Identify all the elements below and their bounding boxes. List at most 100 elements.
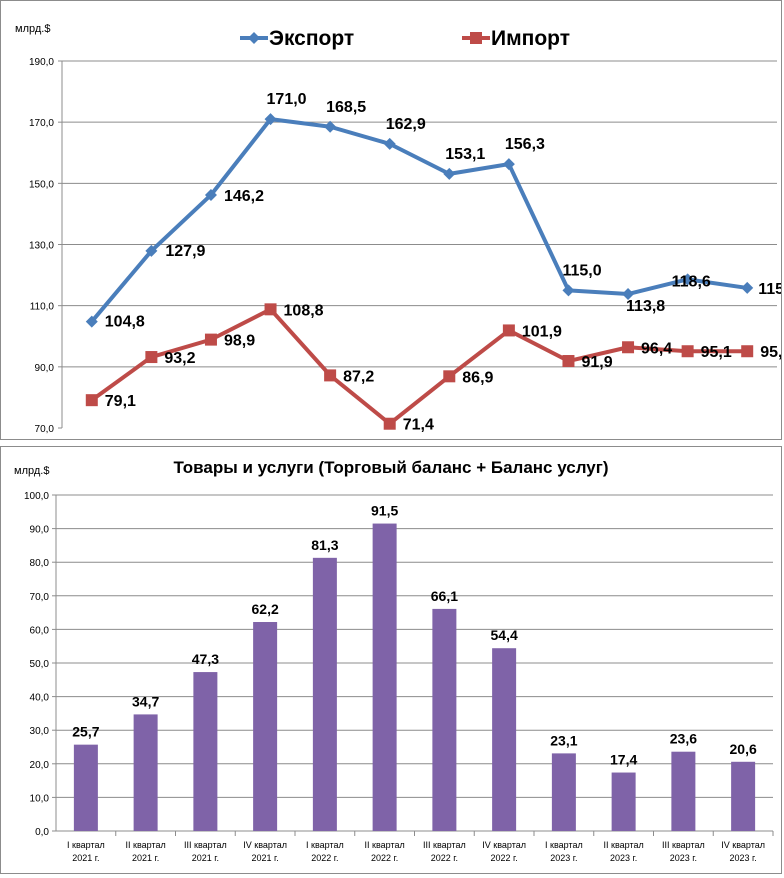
export-data-label: 115,0 bbox=[562, 262, 601, 279]
bar bbox=[253, 622, 278, 831]
y-tick-label: 10,0 bbox=[30, 793, 50, 804]
x-category-label-year: 2021 г. bbox=[72, 853, 99, 863]
x-category-label-year: 2022 г. bbox=[431, 853, 458, 863]
y-tick-label: 100,0 bbox=[24, 491, 49, 502]
x-category-label-year: 2022 г. bbox=[371, 853, 398, 863]
bar-data-label: 25,7 bbox=[72, 724, 99, 740]
bar bbox=[312, 557, 337, 831]
bar-chart-svg: Товары и услуги (Торговый баланс + Балан… bbox=[14, 458, 774, 863]
y-tick-label: 170,0 bbox=[29, 118, 54, 129]
bar bbox=[671, 751, 696, 831]
import-point bbox=[562, 355, 575, 368]
x-category-label-quarter: III квартал bbox=[184, 840, 227, 850]
import-point bbox=[204, 333, 217, 346]
x-category-label-quarter: III квартал bbox=[662, 840, 705, 850]
export-point bbox=[264, 113, 277, 126]
y-tick-label: 30,0 bbox=[30, 726, 50, 737]
export-data-label: 127,9 bbox=[165, 243, 205, 260]
x-category-label-year: 2023 г. bbox=[550, 853, 577, 863]
bar-data-label: 23,6 bbox=[670, 731, 697, 747]
goods-services-bar-chart: Товары и услуги (Торговый баланс + Балан… bbox=[0, 446, 782, 874]
bar-data-label: 23,1 bbox=[550, 732, 577, 748]
export-point bbox=[85, 315, 98, 328]
import-data-label: 87,2 bbox=[343, 368, 374, 385]
import-point bbox=[681, 345, 694, 358]
export-point bbox=[324, 120, 337, 133]
import-point bbox=[502, 324, 515, 337]
import-data-label: 95,1 bbox=[701, 344, 732, 361]
export-data-label: 162,9 bbox=[386, 116, 426, 133]
export-data-label: 115,8 bbox=[758, 281, 781, 298]
y-tick-label: 20,0 bbox=[30, 760, 50, 771]
legend-marker-diamond bbox=[248, 32, 260, 44]
import-data-label: 98,9 bbox=[224, 333, 255, 350]
line-chart-svg: млрд.$ 190,0 170,0 150,0 130,0 110,0 90,0 70,0 Э… bbox=[15, 23, 784, 435]
bar bbox=[611, 772, 636, 831]
bar-data-label: 54,4 bbox=[491, 627, 518, 643]
series-line-import bbox=[90, 307, 748, 426]
export-data-label: 171,0 bbox=[267, 91, 307, 108]
bar-data-label: 47,3 bbox=[192, 651, 219, 667]
y-tick-label: 80,0 bbox=[30, 558, 50, 569]
x-category-label-quarter: I квартал bbox=[306, 840, 344, 850]
x-category-label-year: 2021 г. bbox=[252, 853, 279, 863]
x-category-label-quarter: IV квартал bbox=[721, 840, 765, 850]
y-tick-label: 70,0 bbox=[35, 424, 55, 435]
export-point bbox=[383, 137, 396, 150]
import-point bbox=[383, 417, 396, 430]
x-category-label-quarter: I квартал bbox=[545, 840, 583, 850]
export-data-label: 104,8 bbox=[105, 314, 145, 331]
bar bbox=[492, 648, 517, 831]
x-category-label-year: 2021 г. bbox=[132, 853, 159, 863]
x-category-label-quarter: IV квартал bbox=[482, 840, 526, 850]
x-category-label-year: 2023 г. bbox=[730, 853, 757, 863]
chart-title: Товары и услуги (Торговый баланс + Балан… bbox=[173, 458, 608, 477]
series-line-export bbox=[90, 117, 748, 323]
x-category-label-year: 2021 г. bbox=[192, 853, 219, 863]
import-data-label: 96,4 bbox=[641, 340, 672, 357]
y-tick-label: 40,0 bbox=[30, 693, 50, 704]
y-tick-label: 60,0 bbox=[30, 625, 50, 636]
export-data-label: 113,8 bbox=[626, 298, 665, 315]
bar bbox=[731, 761, 756, 831]
import-data-label: 108,8 bbox=[284, 302, 324, 319]
legend-label: Экспорт bbox=[269, 27, 354, 50]
y-tick-label: 0,0 bbox=[35, 827, 49, 838]
bar bbox=[193, 672, 218, 831]
export-point bbox=[741, 281, 754, 294]
bar-data-label: 62,2 bbox=[252, 601, 279, 617]
export-point bbox=[443, 167, 456, 180]
export-import-line-chart: млрд.$ 190,0 170,0 150,0 130,0 110,0 90,0 70,0 Э… bbox=[0, 0, 784, 440]
import-data-label: 91,9 bbox=[581, 354, 612, 371]
y-tick-label: 90,0 bbox=[35, 363, 55, 374]
y-tick-label: 70,0 bbox=[30, 592, 50, 603]
x-category-label-quarter: II квартал bbox=[126, 840, 166, 850]
x-category-label-quarter: IV квартал bbox=[243, 840, 287, 850]
export-point bbox=[145, 244, 158, 257]
export-point bbox=[622, 288, 635, 301]
import-data-label: 71,4 bbox=[403, 417, 434, 434]
import-point bbox=[443, 370, 456, 383]
bar bbox=[73, 744, 98, 831]
x-category-label-quarter: I квартал bbox=[67, 840, 105, 850]
x-category-label-year: 2023 г. bbox=[610, 853, 637, 863]
export-data-label: 156,3 bbox=[505, 136, 545, 153]
import-point bbox=[145, 351, 158, 364]
import-point bbox=[741, 345, 754, 358]
bar-data-label: 17,4 bbox=[610, 752, 637, 768]
y-tick-label: 190,0 bbox=[29, 57, 54, 68]
x-category-label-year: 2023 г. bbox=[670, 853, 697, 863]
import-point bbox=[324, 369, 337, 382]
export-data-label: 153,1 bbox=[445, 146, 485, 163]
export-data-label: 146,2 bbox=[224, 188, 264, 205]
x-category-label-quarter: II квартал bbox=[604, 840, 644, 850]
y-tick-label: 50,0 bbox=[30, 659, 50, 670]
y-tick-label: 90,0 bbox=[30, 525, 50, 536]
bar bbox=[372, 523, 397, 831]
export-point bbox=[562, 284, 575, 297]
export-data-label: 168,5 bbox=[326, 99, 366, 116]
y-tick-label: 110,0 bbox=[30, 302, 55, 313]
x-category-label-year: 2022 г. bbox=[491, 853, 518, 863]
bar bbox=[551, 753, 576, 831]
import-point bbox=[85, 394, 98, 407]
